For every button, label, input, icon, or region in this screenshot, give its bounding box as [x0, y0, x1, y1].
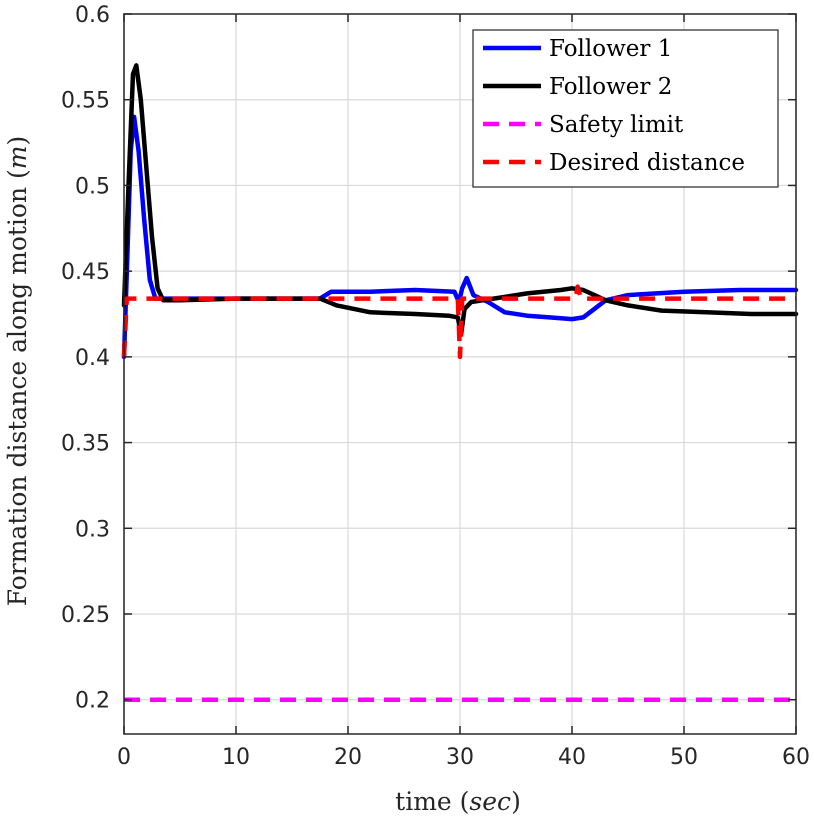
x-tick-label: 50: [670, 745, 698, 770]
series-line-follower-1: [121, 114, 799, 360]
legend-label: Desired distance: [549, 150, 745, 176]
y-tick-label: 0.6: [75, 3, 110, 28]
y-tick-label: 0.4: [75, 346, 110, 371]
legend-label: Follower 1: [549, 36, 672, 62]
legend: Follower 1 Follower 2 Safety limit Desired …: [472, 29, 779, 188]
y-axis-label: Formation distance along motion (m): [3, 136, 32, 607]
legend-label: Safety limit: [549, 112, 684, 138]
x-tick-label: 20: [334, 745, 362, 770]
y-tick-label: 0.45: [61, 260, 110, 285]
y-tick-label: 0.25: [61, 603, 110, 628]
x-tick-label: 0: [117, 745, 131, 770]
y-tick-label: 0.35: [61, 432, 110, 457]
x-tick-label: 60: [782, 745, 810, 770]
x-tick-label: 30: [446, 745, 474, 770]
plot-series: [121, 63, 799, 702]
y-tick-label: 0.5: [75, 174, 110, 199]
x-axis-label: time (sec): [395, 787, 521, 816]
x-tick-label: 10: [222, 745, 250, 770]
tick-labels: 0 10 20 30 40 50 60 0.2 0.25 0.3 0.35 0.4 0.45 0.5 0.5…: [61, 3, 810, 770]
y-tick-label: 0.2: [75, 689, 110, 714]
legend-label: Follower 2: [549, 74, 672, 100]
y-tick-label: 0.55: [61, 89, 110, 114]
x-tick-label: 40: [558, 745, 586, 770]
y-tick-label: 0.3: [75, 517, 110, 542]
series-line-desired-distance: [121, 284, 796, 360]
axis-ticks: [123, 13, 797, 734]
